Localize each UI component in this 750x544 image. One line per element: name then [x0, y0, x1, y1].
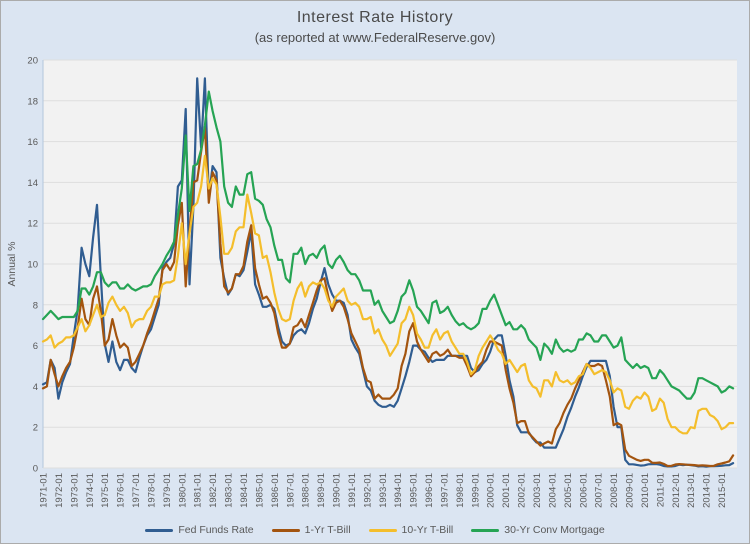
x-tick-label: 2015-01 — [717, 473, 728, 508]
x-tick-label: 1999-01 — [470, 473, 481, 508]
legend-label: 10-Yr T-Bill — [401, 524, 454, 536]
y-tick-label: 16 — [27, 137, 38, 148]
x-tick-label: 1981-01 — [193, 473, 204, 508]
legend-label: 30-Yr Conv Mortgage — [504, 524, 605, 536]
x-tick-label: 1996-01 — [424, 473, 435, 508]
y-tick-label: 12 — [27, 219, 38, 230]
x-tick-label: 1975-01 — [100, 473, 111, 508]
x-tick-label: 1982-01 — [208, 473, 219, 508]
series-line-1-yr-t-bill — [41, 126, 735, 468]
chart-subtitle: (as reported at www.FederalReserve.gov) — [254, 30, 496, 45]
x-tick-label: 2000-01 — [486, 473, 497, 508]
x-tick-label: 2004-01 — [547, 473, 558, 508]
x-tick-label: 1976-01 — [116, 473, 127, 508]
x-tick-label: 1983-01 — [224, 473, 235, 508]
x-tick-label: 2006-01 — [578, 473, 589, 508]
x-tick-label: 1984-01 — [239, 473, 250, 508]
x-tick-label: 1988-01 — [301, 473, 312, 508]
series-line-10-yr-t-bill — [41, 154, 735, 435]
x-tick-label: 1972-01 — [54, 473, 65, 508]
x-tick-label: 2008-01 — [609, 473, 620, 508]
legend-label: 1-Yr T-Bill — [304, 524, 351, 536]
x-tick-label: 1992-01 — [362, 473, 373, 508]
legend-line-icon — [271, 528, 300, 532]
x-tick-label: 1974-01 — [85, 473, 96, 508]
y-tick-label: 2 — [33, 423, 38, 434]
legend-item-fed-funds-rate: Fed Funds Rate — [145, 524, 254, 536]
y-tick-label: 6 — [33, 341, 38, 352]
x-tick-label: 1995-01 — [409, 473, 420, 508]
x-tick-label: 1994-01 — [393, 473, 404, 508]
legend-line-icon — [145, 528, 174, 532]
y-tick-label: 0 — [33, 464, 38, 475]
series-line-fed-funds-rate — [41, 77, 735, 468]
x-tick-label: 1971-01 — [39, 473, 50, 508]
x-tick-label: 1987-01 — [285, 473, 296, 508]
x-tick-label: 1986-01 — [270, 473, 281, 508]
chart-legend: Fed Funds Rate 1-Yr T-Bill 10-Yr T-Bill 30-… — [1, 524, 749, 536]
y-tick-label: 4 — [33, 382, 38, 393]
x-tick-label: 2012-01 — [671, 473, 682, 508]
x-tick-label: 1980-01 — [177, 473, 188, 508]
legend-line-icon — [368, 528, 397, 532]
x-tick-label: 2014-01 — [702, 473, 713, 508]
x-tick-label: 2001-01 — [501, 473, 512, 508]
y-tick-label: 10 — [27, 260, 38, 271]
x-tick-label: 1989-01 — [316, 473, 327, 508]
legend-item-10-yr-t-bill: 10-Yr T-Bill — [368, 524, 454, 536]
chart-title: Interest Rate History — [296, 9, 454, 26]
y-tick-label: 14 — [27, 178, 38, 189]
x-tick-label: 2011-01 — [655, 473, 666, 507]
y-tick-label: 8 — [33, 300, 38, 311]
y-tick-label: 18 — [27, 96, 38, 107]
x-tick-label: 1977-01 — [131, 473, 142, 508]
x-tick-label: 1997-01 — [439, 473, 450, 508]
x-tick-label: 1998-01 — [455, 473, 466, 508]
y-axis-title: Annual % — [6, 242, 18, 287]
x-tick-label: 1993-01 — [378, 473, 389, 508]
x-tick-label: 2013-01 — [686, 473, 697, 508]
series-line-30-yr-conv-mortgage — [41, 90, 735, 400]
chart-title-block: Interest Rate History (as reported at ww… — [1, 9, 749, 45]
x-tick-label: 2005-01 — [563, 473, 574, 508]
x-tick-label: 2002-01 — [517, 473, 528, 508]
x-tick-label: 1985-01 — [254, 473, 265, 508]
x-tick-label: 2007-01 — [594, 473, 605, 508]
x-tick-label: 1979-01 — [162, 473, 173, 508]
y-tick-label: 20 — [27, 56, 38, 67]
x-tick-label: 2010-01 — [640, 473, 651, 508]
legend-line-icon — [471, 528, 500, 532]
legend-item-30-yr-conv-mortgage: 30-Yr Conv Mortgage — [471, 524, 605, 536]
legend-item-1-yr-t-bill: 1-Yr T-Bill — [271, 524, 351, 536]
x-tick-label: 1973-01 — [69, 473, 80, 508]
legend-label: Fed Funds Rate — [178, 524, 254, 536]
x-tick-label: 1990-01 — [332, 473, 343, 508]
x-tick-label: 1991-01 — [347, 473, 358, 508]
x-tick-label: 2003-01 — [532, 473, 543, 508]
x-tick-label: 2009-01 — [625, 473, 636, 508]
x-tick-label: 1978-01 — [146, 473, 157, 508]
